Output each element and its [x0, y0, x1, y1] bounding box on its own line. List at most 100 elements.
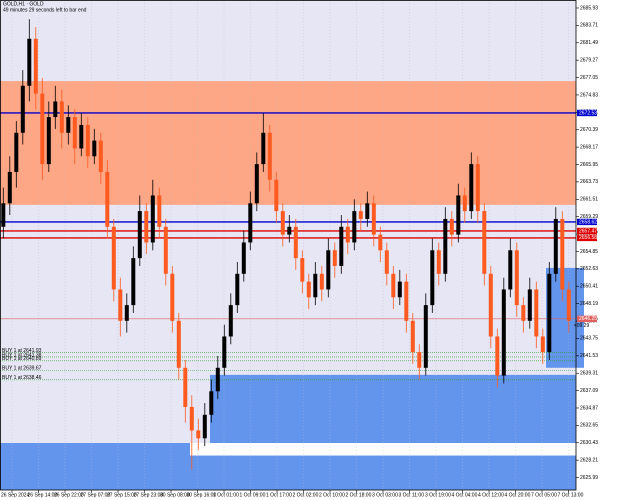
price-level-label: 2656.58 — [579, 235, 597, 241]
candle-body — [163, 226, 168, 274]
candle-body — [534, 289, 539, 337]
candle-body — [397, 281, 402, 298]
candles — [1, 19, 571, 470]
candle-body — [183, 367, 188, 407]
candle-body — [475, 164, 480, 212]
x-tick-label: 1 Oct 01:00 — [213, 492, 239, 498]
candle-body — [7, 171, 12, 204]
price-level-box — [577, 218, 597, 226]
candle-body — [14, 132, 19, 172]
y-tick-label: 2625.99 — [580, 475, 598, 481]
candle-body — [46, 117, 51, 165]
candle-body — [248, 203, 253, 243]
y-tick-label: 2683.71 — [580, 23, 598, 29]
zones — [0, 81, 584, 490]
x-tick-label: 27 Sep 07:00 — [81, 492, 111, 498]
candle-body — [436, 250, 441, 274]
candle-body — [254, 164, 259, 204]
zone — [190, 442, 576, 456]
price-level-label: 2646.25 — [579, 316, 597, 322]
candle-body — [196, 430, 201, 439]
candle-body — [202, 414, 207, 439]
x-tick-label: 3 Oct 03:00 — [372, 492, 398, 498]
axes: 2685.93 2683.71 2681.49 2679.27 2677.05 2674.… — [1, 5, 598, 498]
candle-body — [59, 101, 64, 133]
zone — [210, 374, 576, 443]
x-tick-label: 2 Oct 18:00 — [346, 492, 372, 498]
candle-body — [27, 38, 32, 86]
x-tick-label: 1 Oct 09:00 — [240, 492, 266, 498]
x-tick-label: 7 Oct 13:00 — [558, 492, 584, 498]
candle-body — [274, 179, 279, 212]
x-tick-label: 7 Oct 05:00 — [531, 492, 557, 498]
candle-body — [319, 273, 324, 290]
order-label: BUY 1 at 2640.89 — [2, 356, 42, 362]
order-label: BUY 1 at 2638.46 — [2, 375, 42, 381]
candle-body — [105, 171, 110, 227]
y-tick-label: 2663.73 — [580, 179, 598, 185]
candle-body — [215, 367, 220, 392]
price-level-box — [577, 227, 597, 235]
candle-body — [384, 250, 389, 274]
candle-body — [66, 117, 71, 133]
candle-body — [430, 250, 435, 306]
chart-title: GOLD,H1 · GOLD — [3, 1, 44, 7]
candle-body — [352, 211, 357, 243]
candle-body — [527, 289, 532, 321]
candle-body — [176, 320, 181, 368]
candle-body — [540, 336, 545, 353]
candle-body — [332, 250, 337, 266]
plot-frame — [0, 0, 577, 491]
candle-body — [118, 289, 123, 321]
candle-body — [267, 132, 272, 180]
candle-body — [209, 391, 214, 415]
x-tick-label: 4 Oct 04:00 — [452, 492, 478, 498]
price-level-label: 2657.47 — [579, 228, 597, 234]
candle-body — [150, 195, 155, 243]
x-tick-label: 3 Oct 19:00 — [425, 492, 451, 498]
y-tick-label: 2628.21 — [580, 457, 598, 463]
candle-body — [85, 124, 90, 157]
price-level-box — [577, 315, 597, 323]
candle-body — [417, 352, 422, 368]
candle-body — [508, 250, 513, 290]
candle-body — [547, 273, 552, 353]
candle-body — [170, 273, 175, 321]
candle-body — [53, 101, 58, 118]
candle-body — [287, 226, 292, 235]
y-tick-label: 2643.75 — [580, 336, 598, 342]
x-tick-label: 30 Sep 08:00 — [160, 492, 190, 498]
y-tick-label: 2648.19 — [580, 301, 598, 307]
candle-body — [482, 211, 487, 274]
y-tick-label: 2665.95 — [580, 162, 598, 168]
candle-body — [358, 211, 363, 219]
candle-body — [306, 281, 311, 298]
candle-body — [449, 218, 454, 235]
candle-body — [300, 258, 305, 282]
candle-body — [501, 289, 506, 376]
candle-body — [92, 140, 97, 157]
candle-body — [261, 132, 266, 165]
candle-body — [553, 218, 558, 274]
price-level-box — [577, 109, 597, 117]
candle-body — [488, 273, 493, 337]
x-tick-label: 3 Oct 11:00 — [399, 492, 425, 498]
candle-body — [404, 281, 409, 321]
candle-body — [378, 234, 383, 251]
x-tick-label: 26 Sep 14:00 — [28, 492, 58, 498]
candle-body — [131, 258, 136, 306]
y-tick-label: 2679.27 — [580, 57, 598, 63]
candle-body — [33, 38, 38, 94]
candle-body — [20, 85, 25, 133]
x-tick-label: 30 Sep 16:00 — [187, 492, 217, 498]
y-tick-label: 2632.65 — [580, 423, 598, 429]
y-tick-label: 2634.87 — [580, 405, 598, 411]
candle-body — [189, 406, 194, 431]
candle-body — [371, 203, 376, 235]
y-tick-label: 2654.85 — [580, 249, 598, 255]
candle-body — [391, 273, 396, 298]
x-tick-label: 26 Sep 22:00 — [54, 492, 84, 498]
candle-body — [98, 140, 103, 172]
y-tick-label: 2659.29 — [580, 214, 598, 220]
